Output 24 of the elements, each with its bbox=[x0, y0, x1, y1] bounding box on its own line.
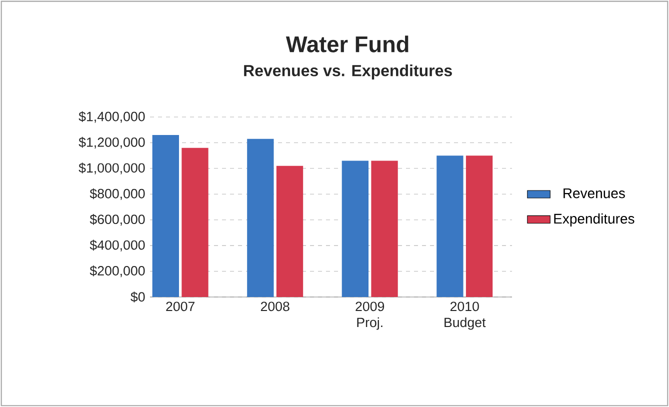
bar bbox=[152, 134, 179, 297]
bar bbox=[436, 156, 464, 297]
x-tick-label: 2010 Budget bbox=[444, 302, 486, 330]
y-tick-label: $200,000 bbox=[90, 265, 145, 278]
bar bbox=[342, 160, 369, 297]
y-tick-label: $0 bbox=[130, 292, 145, 302]
y-tick-label: $400,000 bbox=[90, 240, 145, 252]
x-tick-label: 2009 Proj. bbox=[356, 302, 384, 330]
y-tick-label: $800,000 bbox=[90, 188, 145, 200]
y-tick-label: $1,400,000 bbox=[78, 111, 145, 123]
legend-label: Expenditures bbox=[554, 213, 634, 226]
bar bbox=[247, 138, 274, 297]
bar bbox=[182, 148, 208, 297]
chart-title: Water Fund bbox=[286, 36, 408, 52]
x-tick-label: 2008 bbox=[260, 302, 290, 312]
y-tick-label: $1,000,000 bbox=[78, 162, 145, 174]
y-tick-label: $600,000 bbox=[90, 214, 145, 226]
bar bbox=[466, 156, 493, 297]
chart-subtitle: Revenues vs. Expenditures bbox=[244, 64, 452, 80]
legend-label: Revenues bbox=[564, 188, 625, 198]
x-tick-label: 2007 bbox=[166, 302, 194, 312]
y-tick-label: $1,200,000 bbox=[78, 136, 145, 149]
bar bbox=[276, 166, 304, 297]
bar bbox=[371, 160, 398, 297]
